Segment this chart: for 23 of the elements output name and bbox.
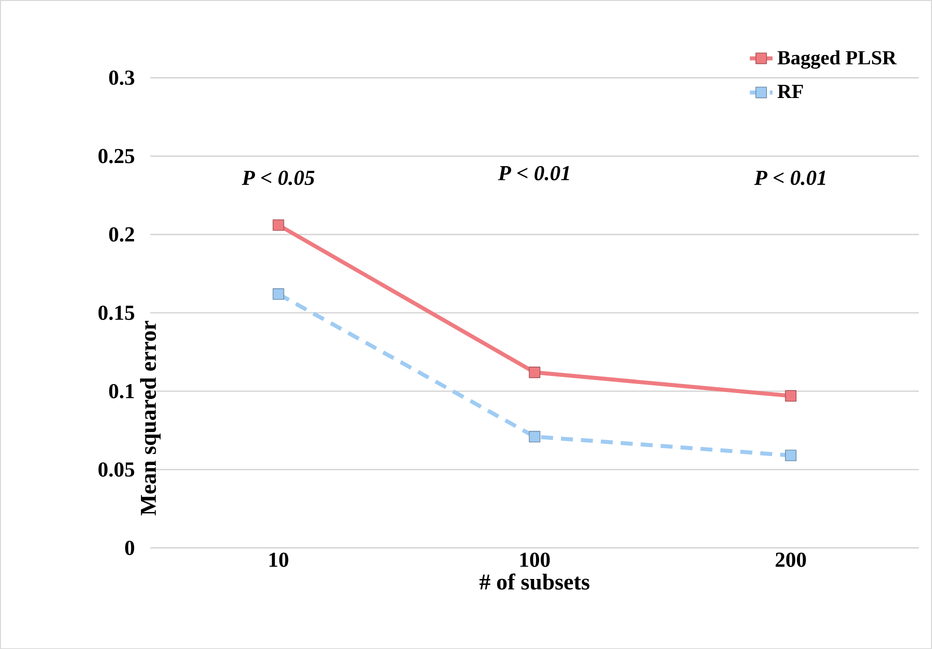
point	[272, 288, 284, 300]
y-tick-label: 0.25	[98, 148, 134, 164]
x-tick-label: 10	[269, 552, 288, 567]
annotation: P < 0.01	[498, 166, 569, 180]
annotation: P < 0.05	[242, 170, 314, 185]
point	[528, 366, 540, 378]
x-tick-label: 100	[520, 552, 550, 567]
point	[272, 219, 284, 231]
y-tick-label: 0.05	[98, 462, 134, 477]
x-tick-label: 200	[776, 552, 806, 567]
point	[785, 390, 796, 402]
y-tick-label: 0.3	[109, 70, 134, 85]
point	[528, 430, 540, 442]
annotation: P < 0.01	[754, 170, 826, 185]
y-tick-label: 0.15	[98, 305, 134, 320]
legend-label: Bagged PLSR	[778, 50, 897, 69]
y-tick-label: 0.2	[109, 227, 134, 242]
legend-label: RF	[778, 84, 803, 98]
point	[785, 450, 796, 462]
x-axis-title: # of subsets	[480, 573, 590, 590]
y-axis-title: Mean squared error	[140, 320, 161, 516]
y-tick-label: 0	[125, 540, 134, 555]
y-tick-label: 0.1	[109, 384, 134, 398]
